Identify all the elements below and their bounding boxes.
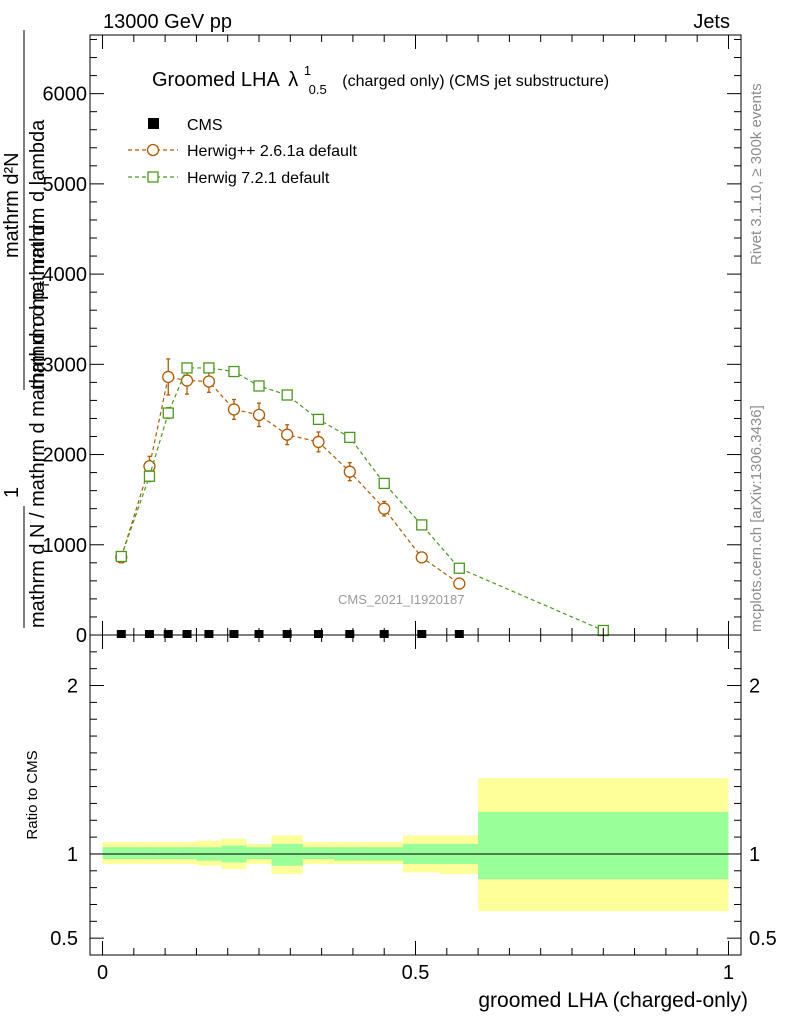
y-tick-label: 0 <box>76 625 87 647</box>
ratio-y-tick-label: 0.5 <box>50 928 78 950</box>
data-point-herwig7 <box>228 365 240 378</box>
data-point-herwig7 <box>281 389 293 401</box>
data-point-cms <box>182 630 192 638</box>
main-panel: 0 1000 2000 3000 4000 5000 6000 Groomed LHA λ … <box>1 30 742 647</box>
ratio-y-tick-label: 1 <box>67 844 78 866</box>
header-right: Jets <box>693 11 730 33</box>
data-point-herwig7 <box>162 407 174 419</box>
data-point-cms <box>454 630 464 638</box>
x-tick-label: 1 <box>723 962 734 984</box>
ratio-y-tick-label-right: 1 <box>749 844 760 866</box>
data-point-herwig7 <box>344 431 356 444</box>
chart-title: Groomed LHA λ 1 0.5 (charged only) (CMS … <box>152 58 609 99</box>
data-point-cms <box>313 630 323 638</box>
y-axis-label: mathrm d²N mathrm d pT mathrm d lambda 1… <box>1 30 52 628</box>
data-point-herwigpp <box>343 465 356 478</box>
ratio-ticks <box>90 635 741 955</box>
ylabel-lower-1: 1 <box>1 487 23 498</box>
chart-title-sub: 0.5 <box>309 82 327 97</box>
data-point-herwig7 <box>115 550 127 563</box>
ylabel-lower-2: mathrm d N / mathrm d mathrm d σ mathrm … <box>27 224 49 628</box>
data-point-cms <box>204 630 214 638</box>
data-point-herwigpp <box>227 403 241 416</box>
ratio-ylabel: Ratio to CMS <box>24 750 41 839</box>
data-point-herwigpp <box>312 435 325 449</box>
rivet-label: Rivet 3.1.10, ≥ 300k events <box>748 83 765 265</box>
ratio-y-tick-label: 2 <box>67 676 78 698</box>
data-point-herwigpp <box>202 375 216 388</box>
y-tick-label: 4000 <box>43 264 88 286</box>
ratio-band-stat <box>102 847 141 859</box>
ratio-band-stat <box>271 843 303 866</box>
legend-herwig7-label: Herwig 7.2.1 default <box>187 170 330 187</box>
data-point-herwig7 <box>378 477 390 490</box>
ratio-band-stat <box>140 847 159 859</box>
ratio-panel: 0.5 0.51 12 2 0 0.5 1 Ratio to CMS groomed LH… <box>24 634 777 1012</box>
data-point-herwig7 <box>203 362 215 374</box>
data-point-herwigpp <box>180 374 194 387</box>
data-point-herwigpp <box>162 370 175 384</box>
x-tick-labels: 0 0.5 1 <box>97 962 734 984</box>
mcplots-label: mcplots.cern.ch [arXiv:1306.3436] <box>748 405 765 632</box>
data-point-cms <box>282 630 292 638</box>
ratio-y-tick-label-right: 2 <box>749 676 760 698</box>
y-tick-label: 5000 <box>43 174 88 196</box>
y-tick-label: 6000 <box>43 84 88 106</box>
data-point-cms <box>417 630 427 638</box>
data-point-herwigpp <box>378 502 391 515</box>
chart-title-sup: 1 <box>304 63 311 78</box>
chart-title-symbol: λ <box>288 69 298 91</box>
data-point-cms <box>163 630 173 638</box>
x-axis-label: groomed LHA (charged-only) <box>478 989 748 1012</box>
x-tick-label: 0 <box>97 962 108 984</box>
data-point-herwig7 <box>143 470 156 482</box>
legend-cms-label: CMS <box>187 117 223 134</box>
main-series <box>115 358 609 638</box>
data-point-herwigpp <box>415 551 428 564</box>
chart-title-suffix: (charged only) (CMS jet substructure) <box>342 73 609 90</box>
data-point-herwigpp <box>252 408 266 421</box>
ratio-band-stat <box>158 847 178 859</box>
ylabel-denominator-sub: T <box>37 281 52 289</box>
x-tick-label: 0.5 <box>402 962 430 984</box>
data-point-herwig7 <box>453 562 465 574</box>
series-line-2 <box>120 367 604 632</box>
y-tick-label: 1000 <box>43 535 88 557</box>
ylabel-denominator: mathrm d pT mathrm d lambda <box>27 119 52 390</box>
y-tick-label: 3000 <box>43 354 88 376</box>
legend-cms-marker <box>148 118 159 129</box>
main-ticks <box>90 35 741 636</box>
ratio-band-stat <box>177 847 197 859</box>
ratio-band-stat <box>246 847 272 859</box>
y-tick-label: 2000 <box>43 445 88 467</box>
data-point-cms <box>144 630 154 638</box>
ratio-y-tick-label-right: 0.5 <box>749 928 777 950</box>
ratio-bands <box>102 778 729 912</box>
data-point-cms <box>116 630 126 638</box>
ylabel-numerator: mathrm d²N <box>1 152 23 258</box>
data-point-herwig7 <box>312 413 325 426</box>
ylabel-denominator-main: mathrm d p <box>27 289 49 390</box>
data-point-cms <box>229 630 239 638</box>
legend-herwig7-marker <box>147 171 159 183</box>
legend: CMS Herwig++ 2.6.1a default Herwig 7.2.1… <box>128 117 357 187</box>
ratio-band-stat <box>302 847 335 859</box>
header-left: 13000 GeV pp <box>103 11 232 33</box>
main-ytick-labels: 0 1000 2000 3000 4000 5000 6000 <box>43 84 88 647</box>
data-point-herwig7 <box>181 362 193 374</box>
data-point-herwig7 <box>253 380 265 392</box>
ylabel-denominator-suffix: mathrm d lambda <box>27 119 49 281</box>
data-point-cms <box>345 630 355 638</box>
ratio-band-stat <box>478 811 729 880</box>
chart-title-main: Groomed LHA <box>152 69 280 91</box>
legend-herwigpp-label: Herwig++ 2.6.1a default <box>187 143 357 160</box>
ratio-ytick-labels: 0.5 0.5 1 1 2 2 <box>50 676 777 951</box>
legend-herwigpp-marker <box>146 143 160 157</box>
watermark: CMS_2021_I1920187 <box>338 592 465 607</box>
data-point-herwig7 <box>416 519 428 531</box>
data-point-herwigpp <box>281 428 294 441</box>
data-point-herwigpp <box>453 577 466 590</box>
